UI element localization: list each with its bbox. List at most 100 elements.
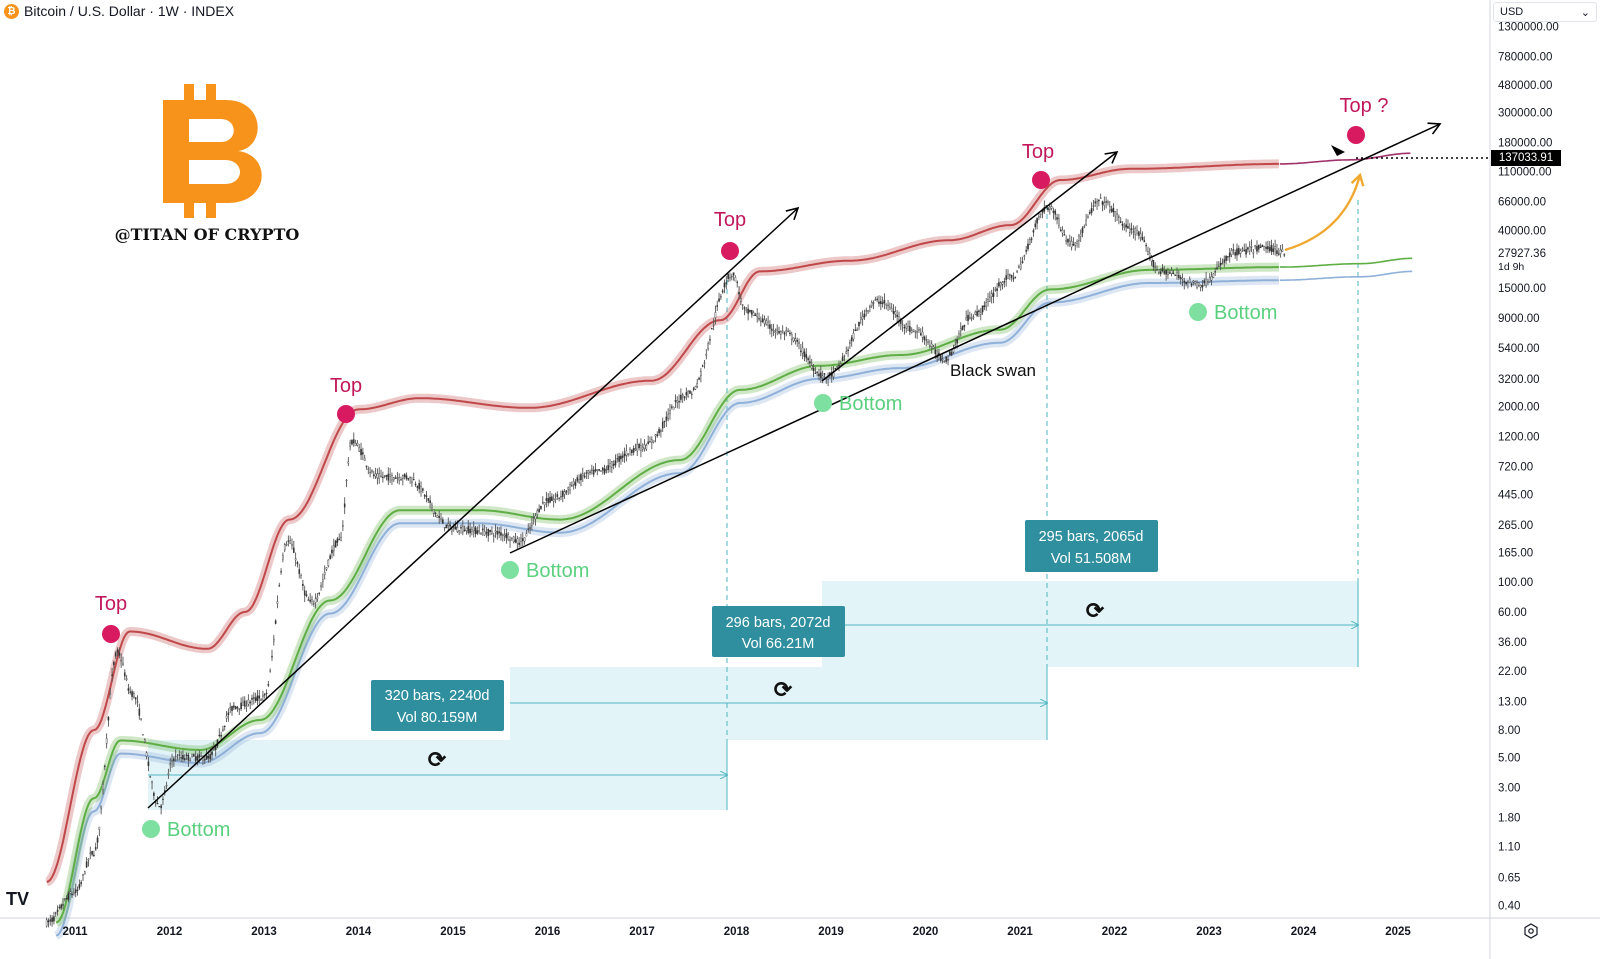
candle-body xyxy=(554,498,557,500)
y-tick-label: 3.00 xyxy=(1498,783,1520,795)
candle-body xyxy=(947,359,949,361)
candle-body xyxy=(660,430,662,432)
candle-body xyxy=(496,531,499,535)
candle-body xyxy=(785,330,788,333)
candle-body xyxy=(278,585,281,587)
candle-body xyxy=(91,850,93,855)
candle-body xyxy=(765,320,768,325)
candle-body xyxy=(641,447,644,450)
candle-body xyxy=(816,371,818,373)
candle-body xyxy=(147,761,150,766)
candle-body xyxy=(123,672,126,677)
currency-select[interactable]: USD ⌄ xyxy=(1493,2,1597,22)
trend-line[interactable] xyxy=(821,150,1119,382)
candle-body xyxy=(1112,207,1115,213)
candle-body xyxy=(820,372,822,378)
candle-body xyxy=(729,277,731,279)
candle-body xyxy=(794,338,797,342)
candle-body xyxy=(1125,224,1127,228)
candle-body xyxy=(223,725,226,728)
y-tick-label: 780000.00 xyxy=(1498,52,1552,64)
candle-body xyxy=(447,523,450,526)
candle-body xyxy=(685,392,688,396)
tradingview-logo[interactable]: TV xyxy=(6,889,29,909)
y-tick-label: 2000.00 xyxy=(1498,401,1540,413)
bitcoin-logo: @TITAN OF CRYPTO xyxy=(115,84,299,244)
candle-body xyxy=(1121,223,1124,226)
measurement-1[interactable] xyxy=(148,740,727,810)
measurement-2[interactable] xyxy=(510,667,1047,740)
candle-body xyxy=(394,477,397,479)
x-tick-label: 2025 xyxy=(1385,926,1411,938)
candle-body xyxy=(523,537,526,542)
y-tick-label: 66000.00 xyxy=(1498,196,1546,208)
candle-body xyxy=(1185,281,1187,285)
candle-body xyxy=(492,535,495,537)
y-tick-label: 60.00 xyxy=(1498,607,1527,619)
candle-body xyxy=(921,331,924,338)
candle-body xyxy=(1245,249,1247,255)
candle-body xyxy=(114,652,117,657)
candle-body xyxy=(369,471,371,474)
bitcoin-logo-symbol xyxy=(163,100,262,203)
candle-body xyxy=(233,705,235,708)
candle-body xyxy=(1158,269,1160,273)
candle-body xyxy=(76,889,79,891)
candle-body xyxy=(1187,281,1189,283)
bottom-label: Bottom xyxy=(167,819,230,841)
middle-band-projection xyxy=(1279,257,1413,268)
candle-body xyxy=(958,333,960,338)
candle-body xyxy=(47,920,50,923)
candle-body xyxy=(325,567,328,570)
candle-body xyxy=(134,697,137,700)
x-tick-label: 2012 xyxy=(157,926,183,938)
candle-body xyxy=(1163,271,1166,274)
candle-body xyxy=(67,893,70,900)
candle-body xyxy=(360,449,362,456)
candle-body xyxy=(1218,265,1220,268)
measure-volume: Vol 80.159M xyxy=(397,710,478,726)
candle-body xyxy=(283,544,286,551)
candle-body xyxy=(625,450,628,456)
settings-gear-icon[interactable] xyxy=(1524,923,1538,939)
candle-body xyxy=(634,448,637,450)
candle-body xyxy=(727,274,729,279)
candle-body xyxy=(714,312,717,318)
symbol-title[interactable]: Bitcoin / U.S. Dollar · 1W · INDEX xyxy=(24,3,235,19)
candle-body xyxy=(609,463,611,467)
candle-body xyxy=(665,416,668,421)
candle-body xyxy=(814,372,817,374)
candle-body xyxy=(578,479,580,483)
trend-line[interactable] xyxy=(509,122,1442,554)
candle-body xyxy=(934,349,937,355)
candle-body xyxy=(914,330,917,333)
candle-body xyxy=(318,592,321,594)
candle-body xyxy=(1143,240,1146,243)
candle-body xyxy=(412,479,415,481)
candle-body xyxy=(443,527,446,529)
candle-body xyxy=(1228,252,1231,257)
candle-body xyxy=(93,854,95,856)
candle-body xyxy=(153,792,155,796)
current-price-value: 27927.36 xyxy=(1498,248,1546,260)
candle-body xyxy=(1259,246,1262,249)
candle-body xyxy=(967,314,969,321)
measurement-3[interactable] xyxy=(822,581,1358,667)
x-tick-label: 2014 xyxy=(346,926,372,938)
candle-body xyxy=(1272,248,1275,253)
candle-body xyxy=(800,350,802,352)
trend-line[interactable] xyxy=(147,206,800,809)
candle-body xyxy=(707,343,709,350)
candle-body xyxy=(861,316,864,320)
x-tick-label: 2015 xyxy=(440,926,466,938)
candle-body xyxy=(193,754,195,757)
x-tick-label: 2013 xyxy=(251,926,277,938)
candle-body xyxy=(972,316,975,318)
candle-body xyxy=(367,468,370,470)
candle-body xyxy=(778,331,780,334)
y-tick-label: 265.00 xyxy=(1498,520,1533,532)
candle-body xyxy=(918,329,920,331)
candle-body xyxy=(674,400,677,402)
candle-body xyxy=(801,347,804,354)
